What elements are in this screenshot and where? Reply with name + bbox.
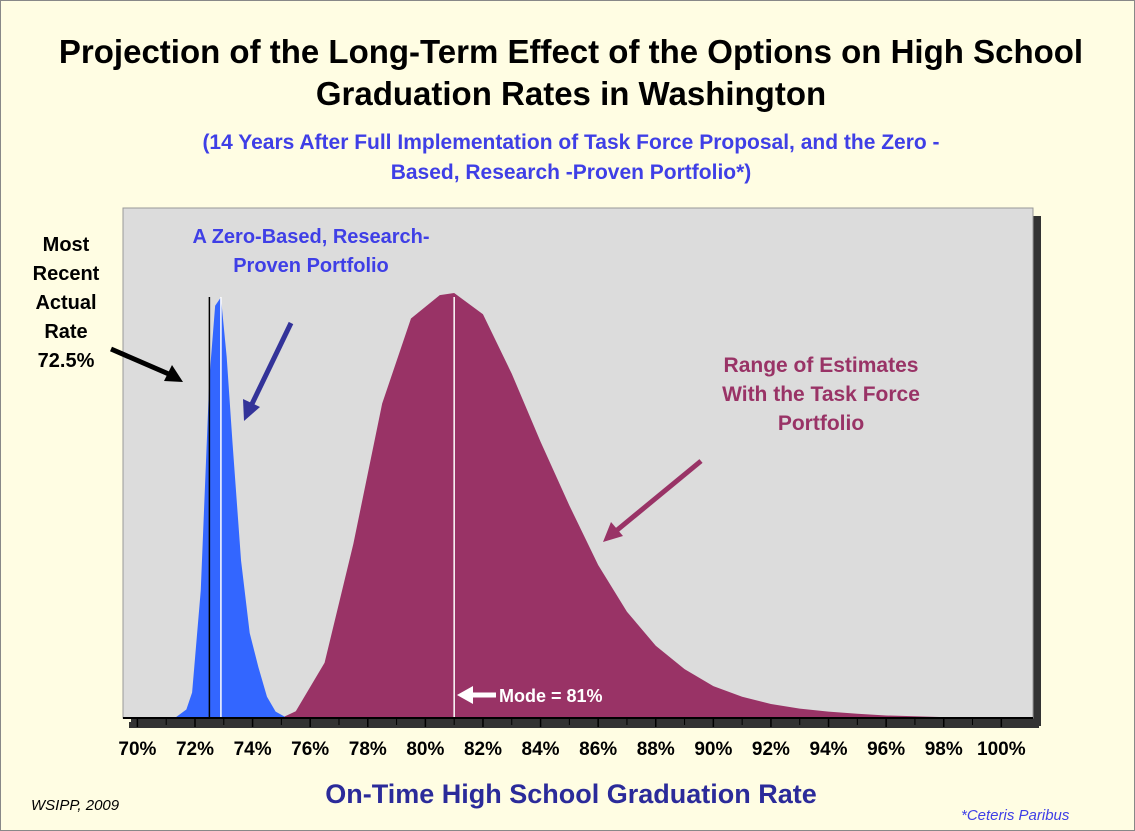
x-tick-label: 88% [637,739,675,760]
x-tick-label: 100% [977,739,1026,760]
x-tick-label: 72% [176,739,214,760]
footnote: *Ceteris Paribus [961,807,1070,824]
x-tick-label: 80% [406,739,444,760]
x-tick-label: 76% [291,739,329,760]
chart-title: Projection of the Long-Term Effect of th… [58,33,1084,112]
x-tick-label: 74% [234,739,272,760]
annotation: Most Recent Actual Rate 72.5% [32,234,100,372]
x-axis-shadow [129,722,1039,728]
chart-subtitle: (14 Years After Full Implementation of T… [202,131,940,184]
arrow [614,459,703,533]
arrow-head [457,686,473,704]
x-tick-label: 96% [867,739,905,760]
legend-label: A Zero-Based, Research-Proven Portfolio [192,226,430,277]
x-tick-label: 78% [349,739,387,760]
area [281,293,1002,718]
arrow-head [164,365,183,382]
x-tick-label: 94% [810,739,848,760]
x-tick-label: 90% [694,739,732,760]
arrow-head [243,399,260,421]
arrow [110,346,172,378]
x-tick-label: 92% [752,739,790,760]
arrows [110,321,703,704]
x-tick-label: 98% [925,739,963,760]
mode-label: Mode = 81% [499,686,603,706]
x-tick-label: 70% [118,739,156,760]
arrow [248,321,294,408]
arrow-head [603,522,623,542]
source: WSIPP, 2009 [31,797,120,814]
x-tick-label: 84% [522,739,560,760]
area [174,297,288,718]
legend-label: Range of Estimates With the Task Force P… [722,354,920,435]
x-tick-label: 82% [464,739,502,760]
x-tick-label: 86% [579,739,617,760]
x-axis-label: On-Time High School Graduation Rate [325,779,817,809]
